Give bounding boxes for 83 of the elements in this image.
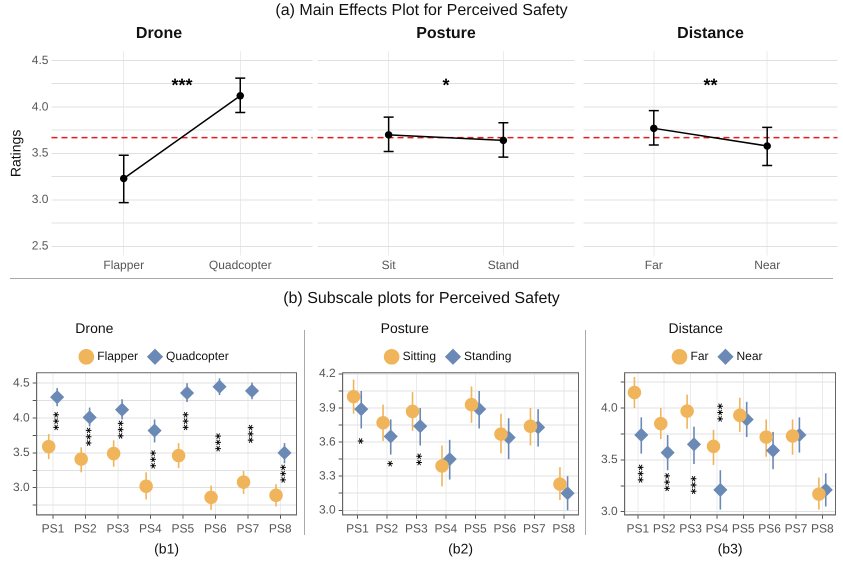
y-tick-label: 3.5	[32, 146, 49, 160]
x-tick-label: PS7	[522, 521, 546, 536]
annotation: **	[703, 74, 718, 95]
legend-label: Flapper	[97, 349, 138, 364]
legend-title: Distance	[668, 320, 724, 336]
y-tick-label: 4.5	[32, 52, 49, 67]
legend-title: Posture	[380, 320, 430, 336]
legend-label: Standing	[464, 349, 512, 364]
chart-title: Drone	[136, 25, 182, 42]
y-tick-label: 3.0	[32, 192, 49, 206]
y-tick-label: 4.0	[32, 99, 49, 114]
x-axis-title: (b2)	[448, 540, 474, 556]
y-tick-label: 3.5	[600, 452, 618, 466]
y-tick-label: 4.0	[12, 410, 30, 424]
annotation: ***	[274, 464, 288, 484]
y-tick-label: 4.2	[318, 366, 336, 380]
x-tick-label: PS8	[810, 521, 834, 536]
x-tick-label: PS2	[376, 521, 399, 536]
y-tick-label: 3.5	[12, 445, 30, 460]
annotation: **	[410, 453, 424, 466]
legend-label: Near	[736, 349, 763, 364]
x-tick-label: PS8	[268, 521, 292, 536]
x-tick-label: Near	[754, 258, 780, 272]
x-axis-title: (b3)	[718, 540, 743, 556]
y-tick-label: 2.5	[32, 238, 49, 253]
x-tick-label: PS3	[106, 521, 130, 536]
x-tick-label: Stand	[488, 258, 520, 272]
legend-label: Quadcopter	[166, 349, 229, 364]
x-tick-label: Sit	[382, 258, 396, 272]
legend-title: Drone	[75, 320, 114, 336]
annotation: *	[351, 438, 366, 445]
x-tick-label: PS4	[706, 521, 729, 536]
x-tick-label: PS1	[626, 521, 650, 536]
y-axis-title: Ratings	[7, 130, 24, 178]
y-tick-label: 3.3	[318, 468, 336, 482]
chart-title: Posture	[416, 25, 476, 42]
y-tick-label: 4.5	[12, 376, 30, 390]
legend-label: Far	[690, 349, 708, 364]
annotation: ***	[710, 403, 725, 423]
x-tick-label: PS4	[434, 521, 458, 536]
annotation: *	[380, 460, 395, 468]
y-tick-label: 3.0	[12, 480, 30, 494]
x-tick-label: PS2	[74, 521, 98, 536]
annotation: ***	[112, 420, 126, 440]
y-tick-label: 3.6	[318, 434, 336, 448]
x-tick-label: PS6	[493, 521, 516, 536]
annotation: ***	[46, 412, 61, 432]
chart-title: Distance	[677, 25, 744, 42]
annotation: ***	[658, 472, 672, 492]
y-tick-label: 3.9	[318, 400, 336, 414]
x-tick-label: Flapper	[103, 258, 144, 272]
y-tick-label: 3.0	[600, 504, 618, 518]
y-tick-label: 3.0	[318, 502, 336, 517]
x-tick-label: PS7	[236, 521, 260, 536]
annotation: *	[442, 74, 450, 95]
text: (a) Main Effects Plot for Perceived Safety	[274, 2, 569, 20]
text: (b) Subscale plots for Perceived Safety	[282, 290, 561, 308]
x-tick-label: Quadcopter	[208, 258, 272, 272]
annotation: ***	[632, 464, 646, 484]
x-tick-label: PS6	[758, 521, 782, 536]
annotation: ***	[209, 432, 224, 453]
x-tick-label: PS3	[679, 521, 702, 536]
x-tick-label: PS7	[784, 521, 808, 536]
annotation: ***	[144, 450, 158, 470]
x-tick-label: PS8	[552, 521, 576, 536]
x-tick-label: PS5	[732, 521, 755, 536]
annotation: ***	[79, 427, 94, 447]
y-tick-label: 4.0	[600, 400, 618, 414]
x-tick-label: PS6	[204, 521, 227, 536]
x-axis-title: (b1)	[154, 540, 180, 556]
x-tick-label: PS1	[346, 521, 370, 536]
x-tick-label: PS5	[171, 521, 194, 536]
annotation: ***	[171, 74, 192, 95]
annotation: ***	[176, 412, 191, 432]
x-tick-label: Far	[644, 258, 663, 272]
x-tick-label: PS4	[139, 521, 162, 536]
annotation: ***	[242, 424, 256, 444]
legend-label: Sitting	[402, 349, 436, 364]
x-tick-label: PS1	[42, 521, 65, 536]
x-tick-label: PS5	[464, 521, 487, 536]
x-tick-label: PS3	[405, 521, 428, 536]
x-tick-label: PS2	[652, 521, 676, 536]
annotation: ***	[684, 476, 698, 496]
